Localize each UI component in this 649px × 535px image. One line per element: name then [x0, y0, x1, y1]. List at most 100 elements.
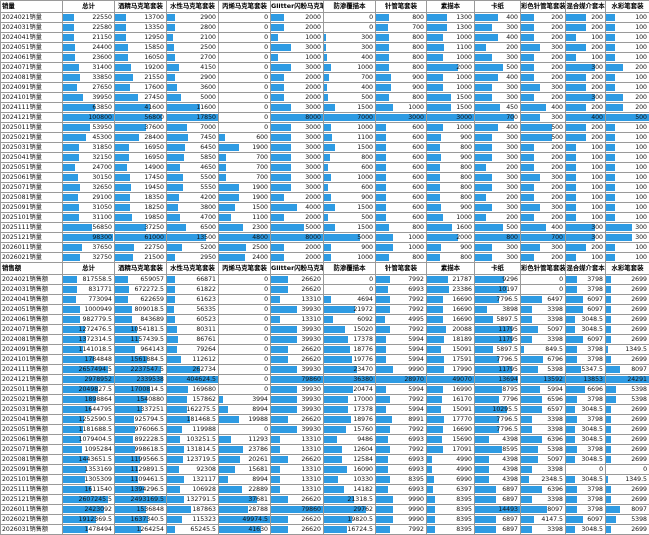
value-cell[interactable]: 900 — [324, 193, 376, 203]
value-cell[interactable]: 80311 — [167, 325, 219, 335]
value-cell[interactable]: 16990 — [427, 385, 475, 395]
value-cell[interactable]: 7992 — [376, 525, 427, 535]
value-cell[interactable]: 1900 — [219, 193, 271, 203]
value-cell[interactable]: 0 — [219, 113, 271, 123]
value-cell[interactable]: 79860 — [271, 505, 324, 515]
value-cell[interactable]: 2348.5 — [521, 475, 566, 485]
value-cell[interactable]: 10295.5 — [475, 405, 521, 415]
row-label-cell[interactable]: 2024041销售额 — [1, 295, 63, 305]
value-cell[interactable]: 5347.5 — [566, 365, 606, 375]
value-cell[interactable]: 659057 — [115, 275, 167, 285]
value-cell[interactable]: 100 — [566, 163, 606, 173]
value-cell[interactable]: 1353169 — [63, 465, 115, 475]
value-cell[interactable]: 2699 — [606, 315, 649, 325]
value-cell[interactable]: 8994 — [219, 475, 271, 485]
value-cell[interactable]: 18776 — [324, 345, 376, 355]
row-label-cell[interactable]: 2024051销售额 — [1, 305, 63, 315]
value-cell[interactable]: 16170 — [427, 395, 475, 405]
value-cell[interactable]: 7992 — [376, 305, 427, 315]
value-cell[interactable]: 3898 — [475, 305, 521, 315]
value-cell[interactable]: 86761 — [167, 335, 219, 345]
value-cell[interactable]: 6897 — [475, 495, 521, 505]
value-cell[interactable]: 843689 — [115, 315, 167, 325]
value-cell[interactable]: 1540880 — [115, 395, 167, 405]
value-cell[interactable]: 26620 — [271, 495, 324, 505]
value-cell[interactable]: 2699 — [606, 285, 649, 295]
value-cell[interactable]: 162275.5 — [167, 405, 219, 415]
value-cell[interactable]: 0 — [566, 465, 606, 475]
value-cell[interactable]: 63850 — [63, 103, 115, 113]
value-cell[interactable]: 0 — [324, 23, 376, 33]
value-cell[interactable]: 200 — [521, 63, 566, 73]
value-cell[interactable]: 200 — [521, 193, 566, 203]
value-cell[interactable]: 6450 — [167, 143, 219, 153]
value-cell[interactable]: 6597 — [521, 405, 566, 415]
value-cell[interactable]: 5398 — [606, 385, 649, 395]
value-cell[interactable]: 3798 — [566, 275, 606, 285]
value-cell[interactable]: 31400 — [63, 63, 115, 73]
value-cell[interactable]: 28970 — [376, 375, 427, 385]
value-cell[interactable]: 600 — [219, 133, 271, 143]
value-cell[interactable]: 23786 — [219, 445, 271, 455]
value-cell[interactable]: 181468.5 — [167, 415, 219, 425]
value-cell[interactable]: 11600 — [167, 103, 219, 113]
value-cell[interactable]: 5398 — [521, 445, 566, 455]
value-cell[interactable]: 2339538 — [115, 375, 167, 385]
value-cell[interactable]: 1784848 — [63, 355, 115, 365]
value-cell[interactable]: 100 — [606, 213, 649, 223]
value-cell[interactable]: 7450 — [167, 133, 219, 143]
value-cell[interactable]: 800 — [475, 233, 521, 243]
value-cell[interactable]: 6596 — [521, 395, 566, 405]
value-cell[interactable]: 400 — [324, 83, 376, 93]
value-cell[interactable]: 11293 — [219, 435, 271, 445]
value-cell[interactable]: 100 — [566, 183, 606, 193]
value-cell[interactable]: 2000 — [271, 13, 324, 23]
value-cell[interactable]: 1000 — [427, 33, 475, 43]
value-cell[interactable]: 26620 — [271, 275, 324, 285]
value-cell[interactable]: 39930 — [271, 305, 324, 315]
value-cell[interactable]: 900 — [427, 203, 475, 213]
value-cell[interactable]: 14493 — [475, 505, 521, 515]
value-cell[interactable]: 1300 — [427, 23, 475, 33]
value-cell[interactable]: 31850 — [63, 143, 115, 153]
value-cell[interactable]: 817558.5 — [63, 275, 115, 285]
value-cell[interactable]: 39930 — [271, 405, 324, 415]
row-label-cell[interactable]: 2024021销量 — [1, 13, 63, 23]
value-cell[interactable]: 2000 — [271, 253, 324, 263]
value-cell[interactable]: 900 — [427, 133, 475, 143]
value-cell[interactable]: 400 — [324, 53, 376, 63]
value-cell[interactable]: 27450 — [115, 93, 167, 103]
value-cell[interactable]: 18976 — [324, 415, 376, 425]
value-cell[interactable]: 2978952 — [63, 375, 115, 385]
value-cell[interactable]: 100 — [606, 193, 649, 203]
row-label-cell[interactable]: 2025111销量 — [1, 223, 63, 233]
value-cell[interactable]: 200 — [521, 253, 566, 263]
value-cell[interactable]: 19450 — [115, 183, 167, 193]
value-cell[interactable]: 2699 — [606, 455, 649, 465]
value-cell[interactable]: 3048.5 — [566, 525, 606, 535]
value-cell[interactable]: 39930 — [271, 395, 324, 405]
value-cell[interactable]: 6097 — [566, 335, 606, 345]
value-cell[interactable]: 600 — [376, 183, 427, 193]
value-cell[interactable]: 600 — [376, 123, 427, 133]
value-cell[interactable]: 500 — [324, 93, 376, 103]
value-cell[interactable]: 26620 — [271, 525, 324, 535]
value-cell[interactable]: 2699 — [606, 435, 649, 445]
value-cell[interactable]: 4398 — [475, 455, 521, 465]
value-cell[interactable]: 100 — [566, 213, 606, 223]
value-cell[interactable]: 900 — [324, 243, 376, 253]
row-label-cell[interactable]: 2025121销售额 — [1, 495, 63, 505]
value-cell[interactable]: 300 — [606, 233, 649, 243]
value-cell[interactable]: 6396 — [521, 485, 566, 495]
value-cell[interactable]: 892228.5 — [115, 435, 167, 445]
value-cell[interactable]: 26620 — [271, 515, 324, 525]
value-cell[interactable]: 6097 — [566, 515, 606, 525]
value-cell[interactable]: 5994 — [376, 355, 427, 365]
value-cell[interactable]: 1637340.5 — [115, 515, 167, 525]
row-label-cell[interactable]: 2025101销量 — [1, 213, 63, 223]
value-cell[interactable]: 61822 — [167, 285, 219, 295]
value-cell[interactable]: 22889 — [219, 485, 271, 495]
value-cell[interactable]: 32150 — [63, 153, 115, 163]
value-cell[interactable]: 773094 — [63, 295, 115, 305]
value-cell[interactable]: 9990 — [376, 365, 427, 375]
